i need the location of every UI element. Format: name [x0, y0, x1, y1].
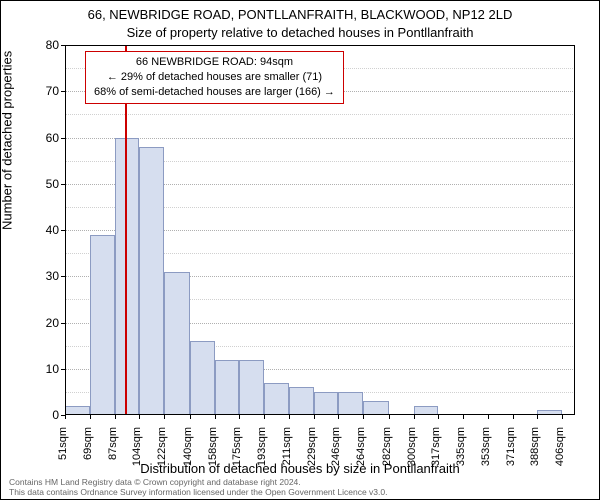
- histogram-bar: [537, 410, 562, 415]
- x-tick-label: 282sqm: [381, 427, 393, 477]
- x-tick-mark: [488, 415, 489, 419]
- x-tick-mark: [139, 415, 140, 419]
- x-tick-mark: [338, 415, 339, 419]
- histogram-bar: [414, 406, 438, 415]
- annotation-line2: ← 29% of detached houses are smaller (71…: [94, 70, 335, 85]
- gridline: [65, 114, 575, 115]
- histogram-bar: [190, 341, 215, 415]
- x-tick-mark: [190, 415, 191, 419]
- x-tick-label: 140sqm: [182, 427, 194, 477]
- x-tick-mark: [289, 415, 290, 419]
- histogram-bar: [363, 401, 388, 415]
- histogram-bar: [164, 272, 189, 415]
- x-tick-label: 87sqm: [107, 427, 119, 477]
- x-tick-label: 193sqm: [256, 427, 268, 477]
- x-tick-mark: [438, 415, 439, 419]
- y-tick-mark: [61, 369, 65, 370]
- annotation-box: 66 NEWBRIDGE ROAD: 94sqm ← 29% of detach…: [85, 51, 344, 104]
- x-tick-label: 353sqm: [480, 427, 492, 477]
- x-tick-label: 122sqm: [156, 427, 168, 477]
- histogram-bar: [289, 387, 314, 415]
- y-tick-label: 80: [29, 38, 59, 52]
- histogram-bar: [90, 235, 115, 415]
- footer-line1: Contains HM Land Registry data © Crown c…: [9, 477, 387, 487]
- y-axis-label: Number of detached properties: [0, 51, 15, 230]
- y-tick-label: 0: [29, 408, 59, 422]
- y-tick-label: 40: [29, 223, 59, 237]
- histogram-bar: [239, 360, 264, 416]
- x-tick-label: 388sqm: [529, 427, 541, 477]
- x-tick-mark: [239, 415, 240, 419]
- y-tick-mark: [61, 323, 65, 324]
- y-tick-mark: [61, 45, 65, 46]
- y-tick-mark: [61, 184, 65, 185]
- x-tick-label: 300sqm: [406, 427, 418, 477]
- y-tick-label: 30: [29, 269, 59, 283]
- x-tick-label: 175sqm: [231, 427, 243, 477]
- x-tick-label: 317sqm: [430, 427, 442, 477]
- x-tick-mark: [264, 415, 265, 419]
- histogram-bar: [338, 392, 363, 415]
- footer-line2: This data contains Ordnance Survey infor…: [9, 487, 387, 497]
- x-tick-label: 246sqm: [330, 427, 342, 477]
- x-tick-mark: [164, 415, 165, 419]
- y-tick-label: 70: [29, 84, 59, 98]
- x-tick-mark: [90, 415, 91, 419]
- x-tick-label: 69sqm: [82, 427, 94, 477]
- histogram-bar: [139, 147, 164, 415]
- y-tick-mark: [61, 276, 65, 277]
- y-tick-label: 50: [29, 177, 59, 191]
- x-tick-mark: [215, 415, 216, 419]
- chart-title: 66, NEWBRIDGE ROAD, PONTLLANFRAITH, BLAC…: [1, 7, 599, 22]
- histogram-bar: [264, 383, 289, 415]
- histogram-bar: [65, 406, 90, 415]
- x-tick-mark: [115, 415, 116, 419]
- chart-subtitle: Size of property relative to detached ho…: [1, 25, 599, 40]
- y-tick-label: 10: [29, 362, 59, 376]
- x-tick-mark: [414, 415, 415, 419]
- x-tick-label: 229sqm: [306, 427, 318, 477]
- x-tick-label: 51sqm: [57, 427, 69, 477]
- gridline: [65, 138, 575, 139]
- histogram-bar: [215, 360, 239, 416]
- x-tick-mark: [537, 415, 538, 419]
- annotation-line3: 68% of semi-detached houses are larger (…: [94, 85, 335, 100]
- chart-container: 66, NEWBRIDGE ROAD, PONTLLANFRAITH, BLAC…: [0, 0, 600, 500]
- x-tick-label: 335sqm: [455, 427, 467, 477]
- x-tick-mark: [314, 415, 315, 419]
- x-tick-label: 406sqm: [554, 427, 566, 477]
- x-tick-mark: [562, 415, 563, 419]
- x-tick-mark: [65, 415, 66, 419]
- x-tick-mark: [363, 415, 364, 419]
- x-tick-mark: [389, 415, 390, 419]
- x-tick-label: 158sqm: [207, 427, 219, 477]
- footer-credits: Contains HM Land Registry data © Crown c…: [9, 477, 387, 497]
- x-tick-label: 211sqm: [281, 427, 293, 477]
- x-tick-mark: [463, 415, 464, 419]
- histogram-bar: [314, 392, 338, 415]
- x-tick-label: 264sqm: [355, 427, 367, 477]
- x-tick-label: 104sqm: [131, 427, 143, 477]
- y-tick-mark: [61, 230, 65, 231]
- y-tick-label: 60: [29, 131, 59, 145]
- x-tick-mark: [513, 415, 514, 419]
- y-tick-label: 20: [29, 316, 59, 330]
- x-tick-label: 371sqm: [505, 427, 517, 477]
- histogram-bar: [115, 138, 139, 416]
- y-tick-mark: [61, 138, 65, 139]
- annotation-line1: 66 NEWBRIDGE ROAD: 94sqm: [94, 55, 335, 70]
- y-tick-mark: [61, 91, 65, 92]
